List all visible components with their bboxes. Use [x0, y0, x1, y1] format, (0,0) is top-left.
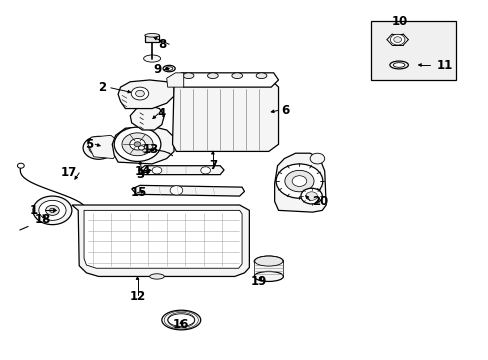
- Circle shape: [39, 201, 66, 220]
- Polygon shape: [88, 135, 118, 158]
- Circle shape: [129, 139, 145, 150]
- Polygon shape: [175, 73, 278, 87]
- Polygon shape: [144, 35, 159, 42]
- Text: 13: 13: [142, 143, 158, 156]
- Text: 8: 8: [158, 38, 166, 51]
- Ellipse shape: [162, 310, 201, 330]
- Text: 3: 3: [136, 168, 144, 181]
- Ellipse shape: [143, 55, 160, 62]
- Ellipse shape: [163, 65, 175, 72]
- Ellipse shape: [254, 256, 283, 266]
- Polygon shape: [140, 166, 224, 175]
- Circle shape: [114, 127, 161, 161]
- Circle shape: [300, 188, 322, 204]
- Text: 1: 1: [30, 204, 38, 217]
- Ellipse shape: [144, 33, 159, 37]
- Ellipse shape: [231, 73, 242, 78]
- Polygon shape: [166, 73, 183, 87]
- Text: 6: 6: [281, 104, 288, 117]
- Text: 19: 19: [250, 275, 267, 288]
- Ellipse shape: [167, 314, 194, 326]
- Text: 4: 4: [157, 107, 165, 120]
- Text: 17: 17: [61, 166, 77, 179]
- Text: 20: 20: [312, 195, 328, 208]
- Text: 10: 10: [391, 14, 407, 27]
- Ellipse shape: [207, 73, 218, 78]
- Circle shape: [309, 153, 324, 164]
- Circle shape: [305, 192, 317, 201]
- Ellipse shape: [149, 274, 164, 279]
- Bar: [370, 21, 455, 80]
- Polygon shape: [112, 126, 174, 164]
- Circle shape: [201, 167, 210, 174]
- Circle shape: [276, 164, 322, 198]
- Text: 5: 5: [85, 138, 94, 151]
- Text: 15: 15: [130, 186, 146, 199]
- Ellipse shape: [254, 271, 283, 282]
- Circle shape: [45, 205, 59, 215]
- Circle shape: [131, 87, 148, 100]
- Polygon shape: [172, 80, 278, 152]
- Circle shape: [389, 34, 404, 45]
- Text: 2: 2: [98, 81, 106, 94]
- Ellipse shape: [183, 73, 194, 78]
- Polygon shape: [131, 185, 244, 196]
- Circle shape: [393, 37, 401, 42]
- Circle shape: [152, 167, 162, 174]
- Circle shape: [138, 146, 144, 150]
- Polygon shape: [84, 210, 242, 268]
- Ellipse shape: [165, 67, 172, 70]
- Polygon shape: [274, 153, 325, 212]
- Text: 12: 12: [129, 289, 145, 303]
- Text: 9: 9: [153, 63, 162, 76]
- Text: 16: 16: [173, 318, 189, 331]
- Text: 18: 18: [35, 213, 51, 226]
- Circle shape: [291, 176, 306, 186]
- Circle shape: [94, 145, 103, 151]
- Ellipse shape: [392, 63, 404, 67]
- Ellipse shape: [254, 256, 283, 267]
- Text: 7: 7: [208, 159, 217, 172]
- Circle shape: [134, 142, 141, 147]
- Circle shape: [83, 136, 114, 159]
- Circle shape: [170, 186, 183, 195]
- Text: 11: 11: [436, 59, 452, 72]
- Polygon shape: [72, 205, 249, 276]
- Circle shape: [285, 170, 313, 192]
- Bar: [254, 261, 283, 276]
- Circle shape: [135, 90, 144, 97]
- Circle shape: [18, 163, 24, 168]
- Polygon shape: [118, 80, 174, 109]
- Ellipse shape: [389, 61, 407, 69]
- Circle shape: [122, 133, 153, 156]
- Circle shape: [33, 196, 72, 225]
- Text: 14: 14: [135, 165, 151, 177]
- Polygon shape: [130, 105, 164, 130]
- Circle shape: [89, 141, 108, 155]
- Ellipse shape: [256, 73, 266, 78]
- Circle shape: [49, 208, 55, 212]
